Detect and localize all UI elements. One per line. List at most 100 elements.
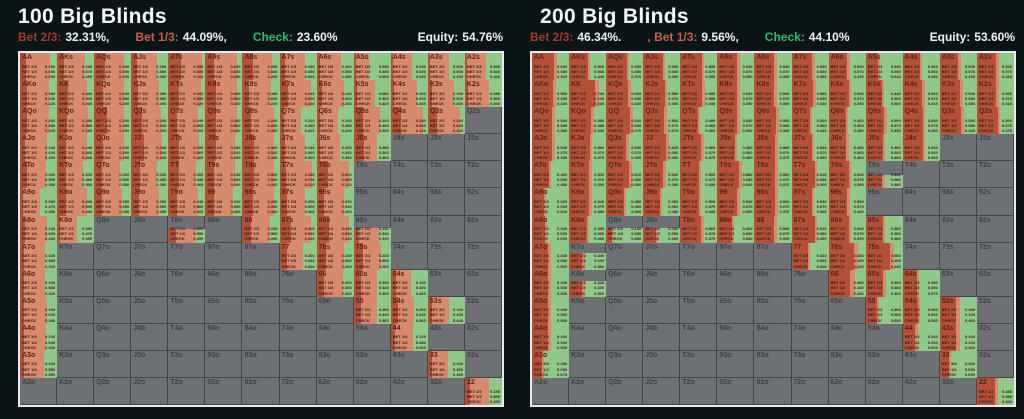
hand-cell-j3s[interactable]: J3s bbox=[427, 134, 465, 162]
hand-cell-q4s[interactable]: BET 2/3 0.540 BET 1/3 0.070 CHECK 0.390 Q4s bbox=[902, 107, 940, 135]
hand-cell-a8s[interactable]: BET 2/3 0.540 BET 1/3 0.070 CHECK 0.390 A8s bbox=[754, 53, 792, 81]
hand-cell-q4o[interactable]: Q4o bbox=[606, 323, 644, 351]
hand-cell-62o[interactable]: 62o bbox=[316, 378, 354, 406]
hand-cell-j2s[interactable]: J2s bbox=[464, 134, 502, 162]
hand-cell-k9o[interactable]: BET 2/3 0.240 BET 1/3 0.560 CHECK 0.200 K9o bbox=[57, 188, 95, 216]
hand-cell-a9o[interactable]: BET 2/3 0.080 BET 1/3 0.470 CHECK 0.450 A9o bbox=[20, 188, 58, 216]
hand-cell-t8s[interactable]: BET 2/3 0.560 BET 1/3 0.070 CHECK 0.370 T8s bbox=[754, 161, 792, 189]
hand-cell-92s[interactable]: 92s bbox=[976, 188, 1014, 216]
hand-cell-j9o[interactable]: BET 2/3 0.200 BET 1/3 0.550 CHECK 0.250 J9o bbox=[131, 188, 169, 216]
hand-cell-53o[interactable]: 53o bbox=[865, 350, 903, 379]
hand-cell-ajo[interactable]: BET 2/3 0.540 BET 1/3 0.070 CHECK 0.390 AJo bbox=[532, 134, 570, 162]
hand-cell-76s[interactable]: BET 2/3 0.680 BET 1/3 0.100 CHECK 0.220 76s bbox=[828, 242, 866, 270]
hand-cell-ajo[interactable]: BET 2/3 0.140 BET 1/3 0.600 CHECK 0.260 AJo bbox=[20, 134, 58, 162]
hand-cell-k6s[interactable]: BET 2/3 0.140 BET 1/3 0.600 CHECK 0.260 K6s bbox=[316, 80, 354, 108]
hand-cell-76o[interactable]: 76o bbox=[791, 269, 829, 297]
hand-cell-85o[interactable]: 85o bbox=[754, 296, 792, 324]
hand-cell-kjs[interactable]: BET 2/3 0.180 BET 1/3 0.560 CHECK 0.260 KJs bbox=[131, 80, 169, 108]
hand-cell-85o[interactable]: 85o bbox=[242, 296, 280, 324]
hand-cell-65o[interactable]: 65o bbox=[316, 296, 354, 324]
hand-cell-kqs[interactable]: BET 2/3 0.240 BET 1/3 0.560 CHECK 0.200 KQs bbox=[94, 80, 132, 108]
hand-cell-ato[interactable]: BET 2/3 0.200 BET 1/3 0.500 CHECK 0.300 ATo bbox=[20, 161, 58, 189]
hand-cell-q9s[interactable]: BET 2/3 0.280 BET 1/3 0.560 CHECK 0.160 Q9s bbox=[205, 107, 243, 135]
hand-cell-t4o[interactable]: T4o bbox=[168, 323, 206, 351]
hand-cell-62s[interactable]: 62s bbox=[464, 269, 502, 297]
hand-cell-k2o[interactable]: K2o bbox=[57, 378, 95, 406]
hand-cell-k6s[interactable]: BET 2/3 0.540 BET 1/3 0.070 CHECK 0.390 K6s bbox=[828, 80, 866, 108]
hand-cell-64o[interactable]: 64o bbox=[828, 323, 866, 351]
hand-cell-q9o[interactable]: BET 2/3 0.480 BET 1/3 0.060 CHECK 0.460 Q9o bbox=[606, 188, 644, 216]
hand-cell-q2s[interactable]: Q2s bbox=[464, 107, 502, 135]
hand-cell-k3o[interactable]: K3o bbox=[57, 350, 95, 379]
hand-cell-a7s[interactable]: BET 2/3 0.540 BET 1/3 0.080 CHECK 0.380 A7s bbox=[791, 53, 829, 81]
hand-cell-98o[interactable]: 98o bbox=[205, 215, 243, 243]
hand-cell-aqo[interactable]: BET 2/3 0.200 BET 1/3 0.580 CHECK 0.220 AQo bbox=[20, 107, 58, 135]
hand-cell-tt[interactable]: BET 2/3 0.500 BET 1/3 0.070 CHECK 0.430 TT bbox=[680, 161, 718, 189]
hand-cell-qts[interactable]: BET 2/3 0.480 BET 1/3 0.060 CHECK 0.460 QTs bbox=[680, 107, 718, 135]
hand-cell-64s[interactable]: BET 2/3 0.140 BET 1/3 0.400 CHECK 0.460 64s bbox=[390, 269, 428, 297]
hand-cell-jj[interactable]: BET 2/3 0.620 BET 1/3 0.080 CHECK 0.300 JJ bbox=[643, 134, 681, 162]
hand-cell-j4o[interactable]: J4o bbox=[643, 323, 681, 351]
hand-cell-42s[interactable]: 42s bbox=[464, 323, 502, 351]
hand-cell-jts[interactable]: BET 2/3 0.560 BET 1/3 0.070 CHECK 0.370 JTs bbox=[680, 134, 718, 162]
hand-cell-j6s[interactable]: BET 2/3 0.480 BET 1/3 0.060 CHECK 0.460 J6s bbox=[828, 134, 866, 162]
hand-cell-aa[interactable]: BET 2/3 0.150 BET 1/3 0.650 CHECK 0.200 AA bbox=[20, 53, 58, 81]
hand-cell-74o[interactable]: 74o bbox=[279, 323, 317, 351]
hand-cell-43s[interactable]: 43s bbox=[427, 323, 465, 351]
hand-cell-84s[interactable]: 84s bbox=[902, 215, 940, 243]
hand-cell-a5s[interactable]: BET 2/3 0.050 BET 1/3 0.350 CHECK 0.600 A5s bbox=[353, 53, 391, 81]
hand-cell-99[interactable]: BET 2/3 0.240 BET 1/3 0.500 CHECK 0.260 99 bbox=[205, 188, 243, 216]
hand-cell-q2s[interactable]: BET 2/3 0.560 BET 1/3 0.070 CHECK 0.370 Q2s bbox=[976, 107, 1014, 135]
hand-cell-t5o[interactable]: T5o bbox=[168, 296, 206, 324]
hand-cell-99[interactable]: BET 2/3 0.540 BET 1/3 0.070 CHECK 0.390 99 bbox=[717, 188, 755, 216]
hand-cell-j6o[interactable]: J6o bbox=[131, 269, 169, 297]
hand-cell-k9s[interactable]: BET 2/3 0.280 BET 1/3 0.560 CHECK 0.160 K9s bbox=[205, 80, 243, 108]
hand-cell-a4o[interactable]: BET 2/3 0.100 BET 1/3 0.600 CHECK 0.300 A4o bbox=[20, 323, 58, 351]
hand-cell-98s[interactable]: BET 2/3 0.560 BET 1/3 0.070 CHECK 0.370 98s bbox=[754, 188, 792, 216]
hand-cell-k8s[interactable]: BET 2/3 0.180 BET 1/3 0.600 CHECK 0.220 K8s bbox=[242, 80, 280, 108]
hand-cell-a2s[interactable]: BET 2/3 0.060 BET 1/3 0.520 CHECK 0.420 A2s bbox=[464, 53, 502, 81]
hand-cell-qjo[interactable]: BET 2/3 0.240 BET 1/3 0.560 CHECK 0.200 QJo bbox=[94, 134, 132, 162]
hand-cell-76s[interactable]: BET 2/3 0.240 BET 1/3 0.500 CHECK 0.260 76s bbox=[316, 242, 354, 270]
hand-cell-77[interactable]: BET 2/3 0.440 BET 1/3 0.060 CHECK 0.500 77 bbox=[791, 242, 829, 270]
hand-cell-jts[interactable]: BET 2/3 0.280 BET 1/3 0.560 CHECK 0.160 JTs bbox=[168, 134, 206, 162]
hand-cell-a4s[interactable]: BET 2/3 0.460 BET 1/3 0.060 CHECK 0.480 A4s bbox=[902, 53, 940, 81]
hand-cell-86o[interactable]: 86o bbox=[242, 269, 280, 297]
hand-cell-q5o[interactable]: Q5o bbox=[94, 296, 132, 324]
hand-cell-q7s[interactable]: BET 2/3 0.120 BET 1/3 0.460 CHECK 0.420 Q7s bbox=[279, 107, 317, 135]
hand-cell-t8o[interactable]: BET 2/3 0.200 BET 1/3 0.550 CHECK 0.250 T8o bbox=[168, 215, 206, 243]
hand-cell-j4s[interactable]: J4s bbox=[390, 134, 428, 162]
hand-cell-42s[interactable]: 42s bbox=[976, 323, 1014, 351]
hand-cell-k5s[interactable]: BET 2/3 0.440 BET 1/3 0.060 CHECK 0.500 K5s bbox=[865, 80, 903, 108]
hand-cell-t3s[interactable]: T3s bbox=[939, 161, 977, 189]
hand-cell-a5o[interactable]: BET 2/3 0.440 BET 1/3 0.060 CHECK 0.500 A5o bbox=[532, 296, 570, 324]
hand-cell-k4s[interactable]: BET 2/3 0.100 BET 1/3 0.600 CHECK 0.300 K4s bbox=[390, 80, 428, 108]
hand-cell-t8s[interactable]: BET 2/3 0.300 BET 1/3 0.540 CHECK 0.160 T8s bbox=[242, 161, 280, 189]
hand-cell-t7s[interactable]: BET 2/3 0.620 BET 1/3 0.080 CHECK 0.300 T7s bbox=[791, 161, 829, 189]
hand-cell-t2o[interactable]: T2o bbox=[168, 378, 206, 406]
hand-cell-q3s[interactable]: BET 2/3 0.240 BET 1/3 0.640 CHECK 0.120 Q3s bbox=[427, 107, 465, 135]
hand-cell-77[interactable]: BET 2/3 0.200 BET 1/3 0.440 CHECK 0.360 77 bbox=[279, 242, 317, 270]
hand-cell-aks[interactable]: BET 2/3 0.500 BET 1/3 0.060 CHECK 0.440 AKs bbox=[569, 53, 607, 81]
hand-cell-k5o[interactable]: K5o bbox=[569, 296, 607, 324]
hand-cell-a3s[interactable]: BET 2/3 0.060 BET 1/3 0.500 CHECK 0.440 A3s bbox=[427, 53, 465, 81]
hand-cell-jj[interactable]: BET 2/3 0.340 BET 1/3 0.500 CHECK 0.160 JJ bbox=[131, 134, 169, 162]
hand-cell-kqs[interactable]: BET 2/3 0.600 BET 1/3 0.080 CHECK 0.320 KQs bbox=[606, 80, 644, 108]
hand-cell-q4o[interactable]: Q4o bbox=[94, 323, 132, 351]
hand-cell-74s[interactable]: 74s bbox=[902, 242, 940, 270]
hand-cell-53o[interactable]: 53o bbox=[353, 350, 391, 379]
hand-cell-a8o[interactable]: BET 2/3 0.140 BET 1/3 0.600 CHECK 0.260 A8o bbox=[20, 215, 58, 243]
hand-cell-a9o[interactable]: BET 2/3 0.320 BET 1/3 0.060 CHECK 0.620 A9o bbox=[532, 188, 570, 216]
hand-cell-52s[interactable]: 52s bbox=[464, 296, 502, 324]
hand-cell-qjs[interactable]: BET 2/3 0.560 BET 1/3 0.070 CHECK 0.370 QJs bbox=[643, 107, 681, 135]
hand-cell-k7s[interactable]: BET 2/3 0.240 BET 1/3 0.600 CHECK 0.160 K7s bbox=[279, 80, 317, 108]
hand-cell-85s[interactable]: BET 2/3 0.460 BET 1/3 0.060 CHECK 0.480 85s bbox=[865, 215, 903, 243]
hand-cell-96s[interactable]: BET 2/3 0.200 BET 1/3 0.540 CHECK 0.260 96s bbox=[316, 188, 354, 216]
hand-cell-qto[interactable]: BET 2/3 0.200 BET 1/3 0.500 CHECK 0.300 QTo bbox=[94, 161, 132, 189]
hand-cell-83s[interactable]: 83s bbox=[427, 215, 465, 243]
hand-cell-42o[interactable]: 42o bbox=[390, 378, 428, 406]
hand-cell-aqs[interactable]: BET 2/3 0.300 BET 1/3 0.500 CHECK 0.200 AQs bbox=[94, 53, 132, 81]
hand-cell-t7s[interactable]: BET 2/3 0.180 BET 1/3 0.700 CHECK 0.120 T7s bbox=[279, 161, 317, 189]
hand-cell-q6o[interactable]: Q6o bbox=[94, 269, 132, 297]
hand-cell-87o[interactable]: 87o bbox=[242, 242, 280, 270]
